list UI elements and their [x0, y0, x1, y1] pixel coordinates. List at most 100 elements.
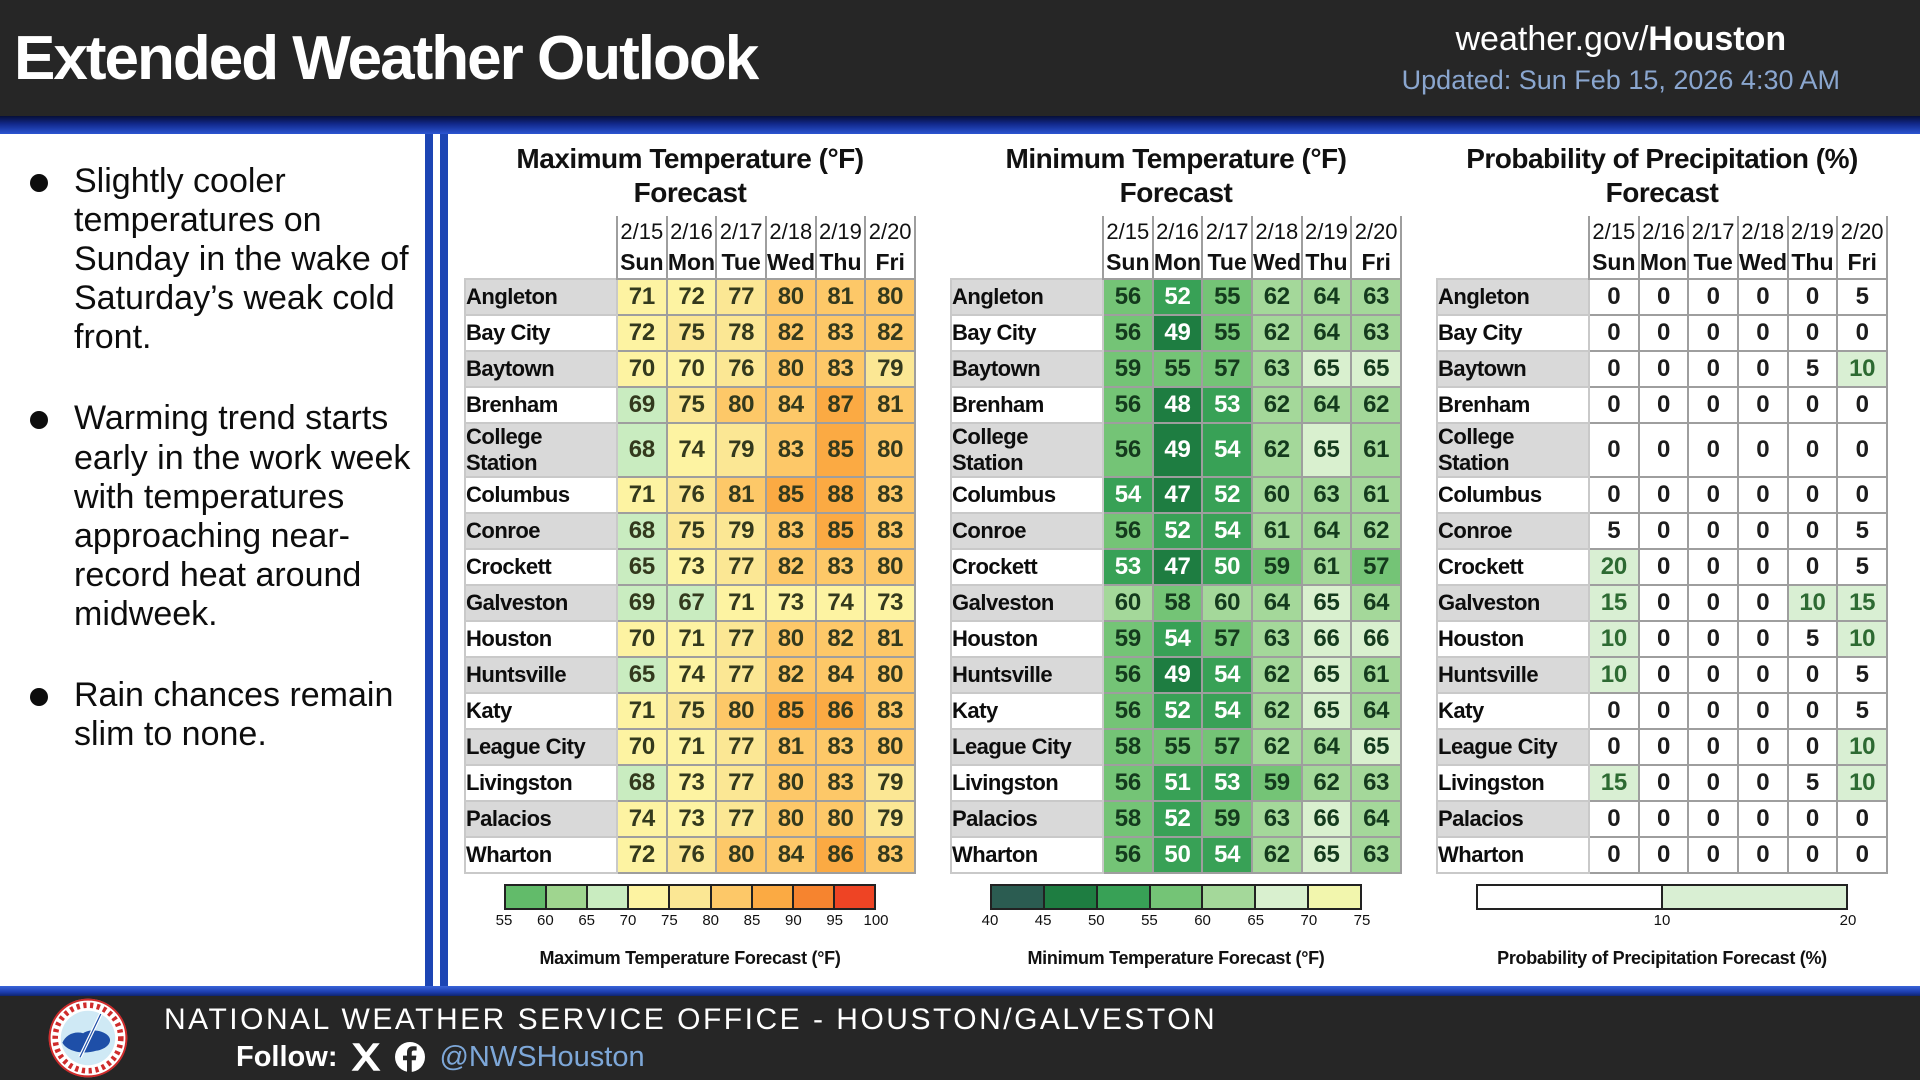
forecast-value-cell: 0 — [1588, 314, 1640, 352]
location-label: Crockett — [1436, 548, 1590, 586]
forecast-value-cell: 65 — [1300, 836, 1353, 874]
forecast-value-cell: 80 — [764, 764, 817, 802]
date-header: 2/17 — [1687, 216, 1739, 247]
forecast-value-cell: 0 — [1786, 386, 1839, 424]
forecast-value-cell: 64 — [1250, 584, 1303, 622]
forecast-value-cell: 0 — [1736, 422, 1789, 478]
colorbar-tick-labels: 10 20 — [1476, 912, 1857, 930]
forecast-value-cell: 59 — [1250, 548, 1303, 586]
forecast-value-cell: 61 — [1350, 656, 1402, 694]
forecast-value-cell: 64 — [1300, 314, 1353, 352]
forecast-value-cell: 54 — [1201, 836, 1253, 874]
forecast-value-cell: 77 — [715, 278, 767, 316]
max-temp-grid: 2/15 2/16 2/17 2/18 2/19 2/20 Sun Mon Tue Wed Thu F… — [464, 216, 916, 874]
forecast-value-cell: 77 — [715, 728, 767, 766]
social-handle[interactable]: @NWSHouston — [439, 1040, 645, 1073]
forecast-value-cell: 10 — [1786, 584, 1839, 622]
table-row: Katy 0 0 0 0 0 5 — [1436, 692, 1888, 730]
bullet-dot-icon — [30, 688, 48, 707]
forecast-value-cell: 77 — [715, 548, 767, 586]
date-header: 2/17 — [1201, 216, 1253, 247]
forecast-value-cell: 0 — [1687, 476, 1739, 514]
forecast-value-cell: 53 — [1201, 386, 1253, 424]
forecast-value-cell: 64 — [1350, 800, 1402, 838]
location-label: Huntsville — [1436, 656, 1590, 694]
forecast-value-cell: 0 — [1687, 656, 1739, 694]
forecast-value-cell: 65 — [1300, 656, 1353, 694]
colorbar-segment — [547, 886, 589, 908]
location-label: Katy — [464, 692, 618, 730]
table-row: Bay City 56 49 55 62 64 63 — [950, 314, 1402, 352]
forecast-value-cell: 62 — [1350, 386, 1402, 424]
day-header: Tue — [715, 247, 767, 279]
forecast-value-cell: 10 — [1588, 656, 1640, 694]
forecast-value-cell: 5 — [1786, 764, 1839, 802]
location-label: Galveston — [464, 584, 618, 622]
date-header: 2/18 — [1250, 216, 1303, 247]
forecast-value-cell: 10 — [1836, 764, 1888, 802]
forecast-value-cell: 0 — [1786, 656, 1839, 694]
day-header: Wed — [1250, 247, 1303, 279]
vertical-divider — [425, 134, 448, 986]
colorbar-segment — [1256, 886, 1310, 908]
forecast-value-cell: 86 — [814, 692, 867, 730]
location-label: Katy — [1436, 692, 1590, 730]
forecast-value-cell: 77 — [715, 620, 767, 658]
forecast-value-cell: 56 — [1102, 656, 1154, 694]
forecast-value-cell: 60 — [1250, 476, 1303, 514]
forecast-value-cell: 10 — [1836, 620, 1888, 658]
colorbar-tick-label: 70 — [619, 912, 637, 929]
forecast-value-cell: 63 — [1250, 620, 1303, 658]
forecast-value-cell: 70 — [616, 620, 668, 658]
location-label: Palacios — [464, 800, 618, 838]
table-title: Minimum Temperature (°F) Forecast — [950, 142, 1402, 210]
forecast-value-cell: 54 — [1102, 476, 1154, 514]
table-row: Conroe 5 0 0 0 0 5 — [1436, 512, 1888, 550]
table-row: Palacios 0 0 0 0 0 0 — [1436, 800, 1888, 838]
location-label: Palacios — [950, 800, 1104, 838]
forecast-value-cell: 0 — [1588, 800, 1640, 838]
forecast-value-cell: 0 — [1736, 512, 1789, 550]
forecast-value-cell: 62 — [1250, 278, 1303, 316]
bullet-text: Slightly cooler temperatures on Sunday i… — [74, 162, 409, 357]
forecast-value-cell: 62 — [1250, 692, 1303, 730]
forecast-value-cell: 84 — [764, 386, 817, 424]
bullet-text: Rain chances remain slim to none. — [74, 676, 394, 754]
forecast-value-cell: 60 — [1201, 584, 1253, 622]
table-row: Bay City 0 0 0 0 0 0 — [1436, 314, 1888, 352]
forecast-value-cell: 0 — [1588, 836, 1640, 874]
forecast-value-cell: 0 — [1687, 278, 1739, 316]
forecast-value-cell: 59 — [1201, 800, 1253, 838]
table-row: Galveston 15 0 0 0 10 15 — [1436, 584, 1888, 622]
location-label: Huntsville — [950, 656, 1104, 694]
forecast-value-cell: 52 — [1151, 800, 1204, 838]
table-row: Brenham 0 0 0 0 0 0 — [1436, 386, 1888, 424]
date-header-row: 2/15 2/16 2/17 2/18 2/19 2/20 — [465, 216, 916, 247]
forecast-value-cell: 0 — [1637, 314, 1690, 352]
forecast-value-cell: 64 — [1300, 728, 1353, 766]
forecast-value-cell: 62 — [1350, 512, 1402, 550]
forecast-value-cell: 79 — [864, 800, 916, 838]
forecast-value-cell: 65 — [616, 548, 668, 586]
corner-cell — [951, 247, 1103, 279]
forecast-value-cell: 0 — [1637, 350, 1690, 388]
x-icon — [351, 1043, 381, 1071]
forecast-value-cell: 86 — [814, 836, 867, 874]
table-title-line2: Forecast — [633, 177, 747, 208]
table-title-line2: Forecast — [1605, 177, 1719, 208]
table-title-line1: Maximum Temperature (°F) — [516, 143, 864, 174]
forecast-value-cell: 0 — [1637, 836, 1690, 874]
day-header: Tue — [1687, 247, 1739, 279]
colorbar-tick-label: 85 — [743, 912, 761, 929]
date-header: 2/16 — [665, 216, 718, 247]
header-divider-rule — [0, 116, 1920, 134]
forecast-value-cell: 74 — [665, 422, 718, 478]
table-row: Huntsville 65 74 77 82 84 80 — [464, 656, 916, 694]
day-header: Wed — [764, 247, 817, 279]
forecast-value-cell: 62 — [1250, 656, 1303, 694]
colorbar-tick-label: 60 — [536, 912, 554, 929]
forecast-value-cell: 77 — [715, 656, 767, 694]
colorbar-tick-label: 60 — [1194, 912, 1211, 929]
forecast-value-cell: 5 — [1836, 692, 1888, 730]
forecast-value-cell: 74 — [616, 800, 668, 838]
